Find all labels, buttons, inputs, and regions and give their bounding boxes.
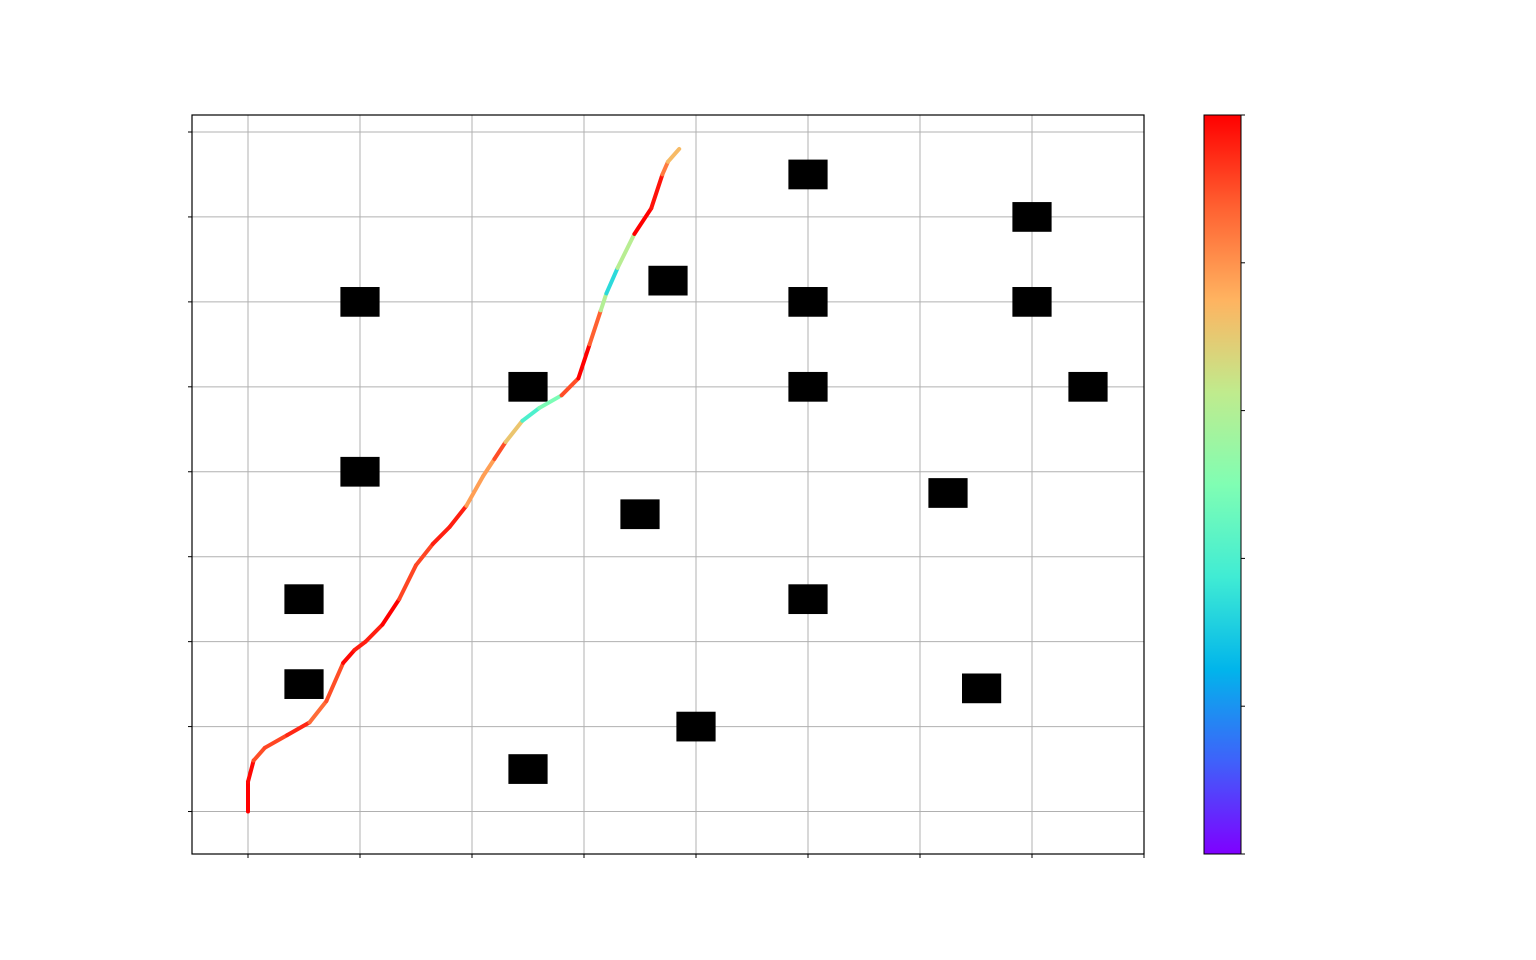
obstacle xyxy=(788,159,828,190)
obstacle xyxy=(284,669,324,699)
path-segment xyxy=(660,159,670,177)
path-segment xyxy=(666,146,682,164)
axis-ticks xyxy=(188,131,1145,858)
path-segment xyxy=(503,418,525,445)
path-segment xyxy=(481,457,497,479)
path-segment xyxy=(537,393,564,411)
path-segment xyxy=(363,622,385,644)
path-segment xyxy=(576,342,592,381)
obstacle xyxy=(284,584,324,615)
path-segment xyxy=(587,308,603,347)
obstacle xyxy=(676,711,716,742)
obstacle xyxy=(340,287,380,317)
path-segment xyxy=(604,265,620,296)
path-segment xyxy=(649,172,665,211)
path-segment xyxy=(246,758,256,784)
path-segment xyxy=(341,648,357,665)
obstacles xyxy=(284,159,1108,784)
path-segment xyxy=(430,524,452,546)
path-segment xyxy=(520,406,542,423)
path-segment xyxy=(598,291,609,313)
path-segment xyxy=(251,745,267,763)
obstacle xyxy=(648,265,688,296)
obstacle xyxy=(1068,371,1108,402)
path-segment xyxy=(285,720,312,738)
obstacle xyxy=(928,478,968,508)
obstacle xyxy=(962,673,1002,704)
path-segment xyxy=(632,206,654,236)
path-segment xyxy=(307,699,329,725)
obstacle xyxy=(788,287,828,317)
path-segment xyxy=(615,231,637,270)
path-segment xyxy=(414,541,435,568)
obstacle xyxy=(1012,202,1052,232)
trajectory-path xyxy=(246,146,682,814)
obstacle xyxy=(508,754,548,784)
path-segment xyxy=(559,376,581,398)
obstacle xyxy=(508,371,548,402)
path-segment xyxy=(397,563,418,602)
path-segment xyxy=(492,440,508,462)
obstacle xyxy=(788,584,828,615)
obstacle xyxy=(620,499,660,530)
grid xyxy=(192,115,1144,854)
obstacle xyxy=(340,456,380,487)
colorbar-ticks xyxy=(1241,114,1245,855)
path-segment xyxy=(380,597,402,627)
path-segment xyxy=(464,474,486,508)
obstacle xyxy=(1012,287,1052,317)
path-segment xyxy=(262,733,290,750)
path-segment xyxy=(447,503,469,529)
path-segment xyxy=(324,660,346,704)
plot-frame xyxy=(191,114,1145,855)
colorbar xyxy=(1203,114,1242,855)
path-segment xyxy=(352,639,368,653)
obstacle xyxy=(788,371,828,402)
